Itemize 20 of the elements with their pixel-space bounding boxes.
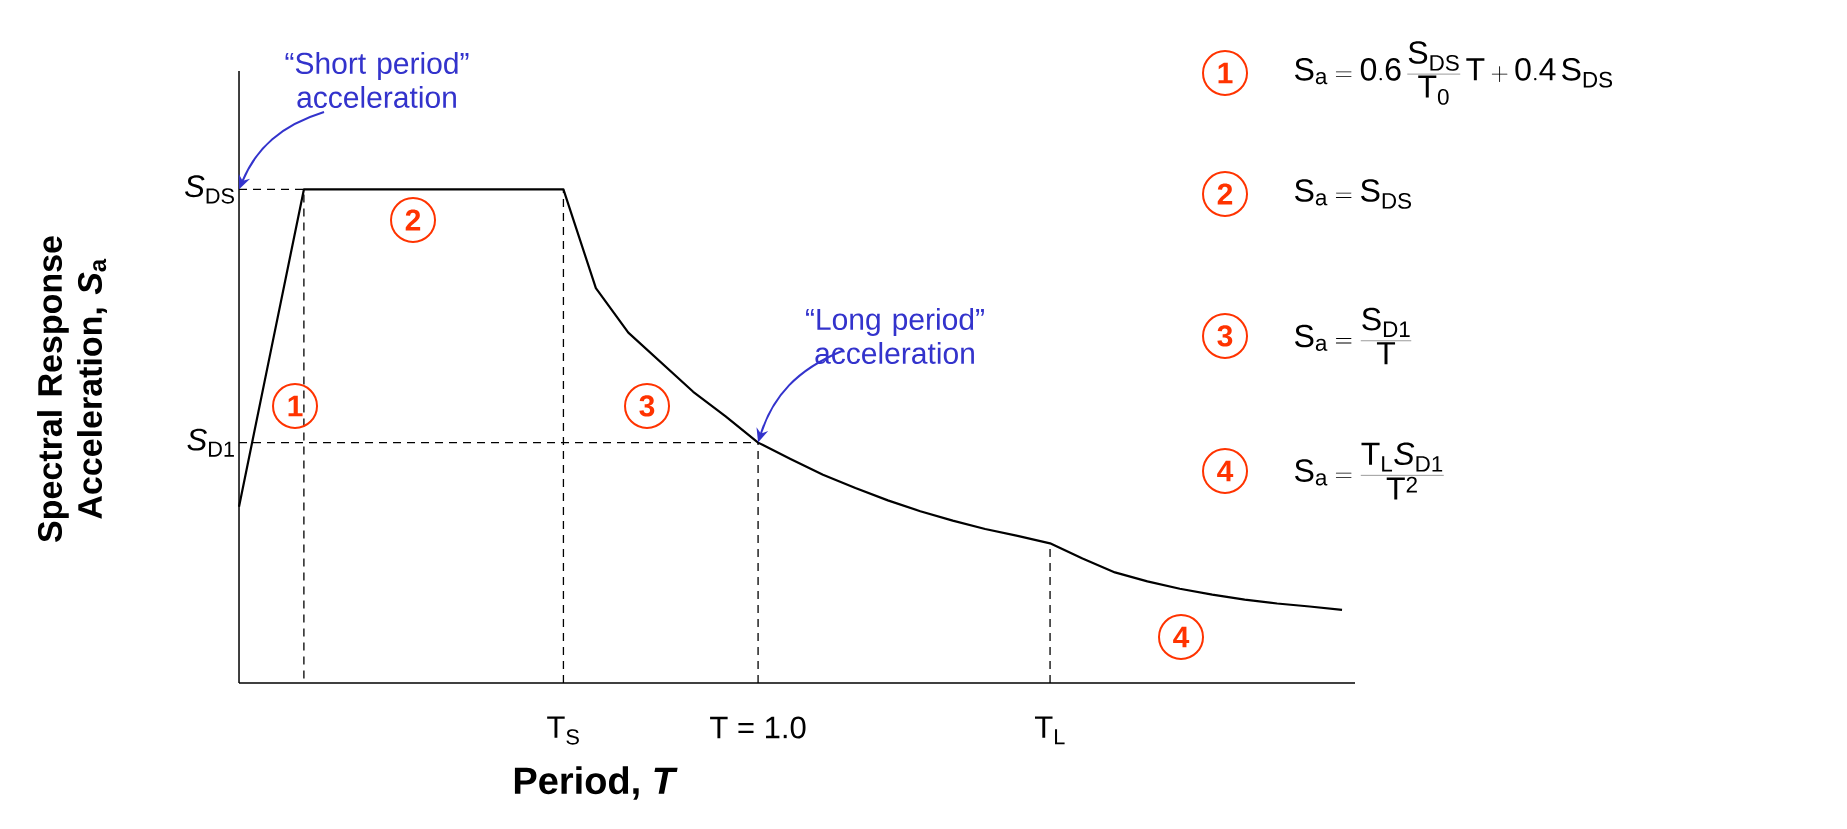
annotation: $\mathrm{S_{a}=\frac{S_{D1}}{T}}$	[1295, 307, 1412, 365]
ref-line-label: S$_{DS}$	[185, 175, 234, 204]
text: 4	[1217, 460, 1234, 482]
x-tick-label: T$_{S}$	[547, 716, 579, 745]
text: 3	[1217, 325, 1233, 347]
annotation: $\mathrm{S_{a}=S_{DS}}$	[1295, 179, 1411, 209]
annotation: $\mathrm{S_{a}=\frac{T_{L}\mathit{S}_{D1}}{T^{2}}}$	[1295, 442, 1444, 500]
annotation: “Long period” acceleration	[806, 307, 984, 365]
annotation: 1	[288, 395, 303, 417]
annotation: 4	[1173, 626, 1190, 648]
text: 1	[1218, 62, 1233, 84]
text: “Short period” acceleration	[285, 51, 469, 109]
text: $\mathrm{S_{a}=0.6\,\frac{S_{DS}}{T_{0}}\,T+0.4\,S_{DS}}$	[1295, 41, 1613, 105]
x-axis-title: Period, T	[514, 766, 678, 800]
annotation: 2	[405, 209, 421, 231]
x-tick-label: T = 1.0	[710, 716, 806, 739]
text: 2	[1217, 183, 1233, 205]
x-tick-label: T$_{L}$	[1034, 716, 1065, 745]
ref-line-label: S$_{D1}$	[187, 428, 234, 457]
annotation: 3	[639, 395, 655, 417]
